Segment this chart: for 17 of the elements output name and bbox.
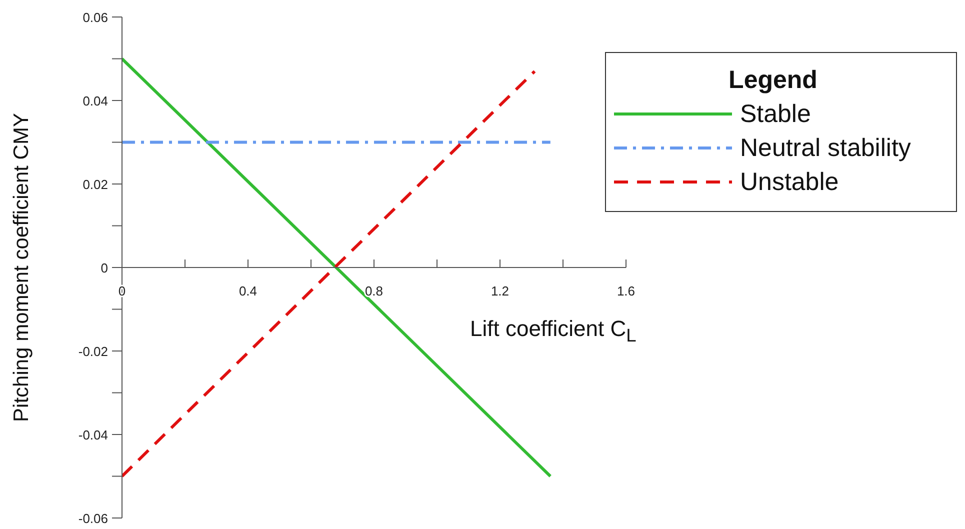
legend-label: Stable <box>740 99 811 130</box>
y-axis-title: Pitching moment coefficient CMY <box>10 113 33 422</box>
y-tick-label: -0.06 <box>78 511 108 526</box>
y-tick-label: 0.06 <box>82 10 108 25</box>
legend-label: Unstable <box>740 167 839 198</box>
x-tick-label: 1.6 <box>616 284 636 298</box>
y-tick-label: 0.02 <box>82 177 108 192</box>
y-tick-label: -0.02 <box>78 344 108 359</box>
y-tick-label: 0.04 <box>82 94 108 108</box>
y-tick-label: -0.04 <box>78 428 108 442</box>
legend-title: Legend <box>728 65 818 96</box>
y-tick-label: 0 <box>100 260 108 276</box>
legend-label: Neutral stability <box>740 133 911 164</box>
x-tick-label: 0.4 <box>238 284 258 298</box>
x-tick-label: 1.2 <box>490 284 510 298</box>
x-tick-label: 0.8 <box>364 284 384 298</box>
x-axis-title: Lift coefficient C$_{L}$ <box>470 316 636 346</box>
